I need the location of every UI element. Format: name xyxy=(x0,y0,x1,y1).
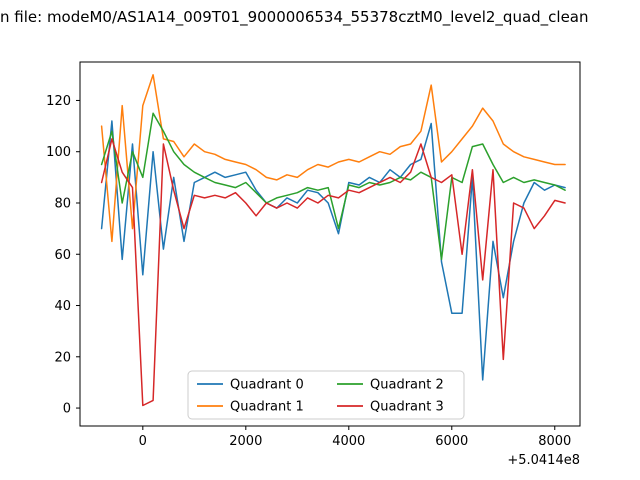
legend-item: Quadrant 1 xyxy=(197,400,304,415)
legend-item: Quadrant 3 xyxy=(337,400,444,415)
x-axis-tick-label: 4000 xyxy=(332,434,365,449)
legend-label: Quadrant 0 xyxy=(230,378,304,393)
series-line-quadrant-2 xyxy=(100,112,566,261)
legend-item: Quadrant 2 xyxy=(337,378,444,393)
chart-title: n file: modeM0/AS1A14_009T01_9000006534_… xyxy=(0,8,589,26)
series-line-quadrant-0 xyxy=(100,120,566,381)
legend-box xyxy=(187,370,465,420)
legend-label: Quadrant 2 xyxy=(370,378,444,393)
y-axis-tick-label: 120 xyxy=(46,94,71,109)
y-axis-tick-label: 80 xyxy=(54,196,71,211)
y-axis-tick-label: 40 xyxy=(54,299,71,314)
y-axis-tick-label: 0 xyxy=(63,402,71,417)
x-axis-tick-label: 8000 xyxy=(538,434,571,449)
legend-label: Quadrant 3 xyxy=(370,400,444,415)
x-axis-offset-label: +5.0414e8 xyxy=(507,453,580,468)
legend-label: Quadrant 1 xyxy=(230,400,304,415)
series-line-quadrant-1 xyxy=(100,74,566,243)
series-line-quadrant-3 xyxy=(100,138,566,407)
axes-spine xyxy=(79,61,581,427)
x-axis-tick-label: 2000 xyxy=(229,434,262,449)
y-axis-tick-label: 100 xyxy=(46,145,71,160)
legend-item: Quadrant 0 xyxy=(197,378,304,393)
x-axis-tick-label: 0 xyxy=(139,434,147,449)
x-axis-tick-label: 6000 xyxy=(435,434,468,449)
y-axis-tick-label: 20 xyxy=(54,350,71,365)
legend: Quadrant 0 Quadrant 1 Quadrant 2 Quadrant 3 xyxy=(187,370,465,420)
y-axis-tick-label: 60 xyxy=(54,248,71,263)
